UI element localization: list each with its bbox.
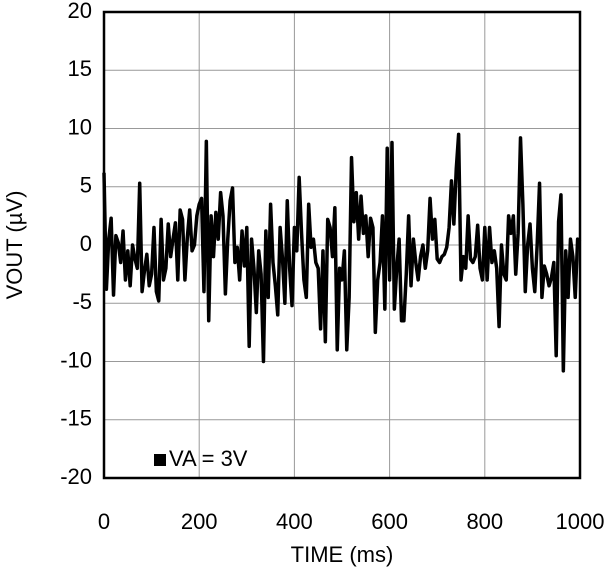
y-tick-label: 10: [68, 114, 92, 139]
y-tick-label: 5: [80, 173, 92, 198]
x-axis-label: TIME (ms): [291, 542, 394, 567]
y-tick-label: 20: [68, 0, 92, 23]
y-axis-label: VOUT (µV): [2, 191, 27, 300]
y-tick-label: 15: [68, 56, 92, 81]
y-tick-label: -5: [72, 289, 92, 314]
x-tick-label: 200: [181, 509, 218, 534]
plot-border: [102, 10, 582, 480]
legend-label: VA = 3V: [169, 446, 248, 471]
y-tick-label: -10: [60, 347, 92, 372]
x-tick-label: 400: [276, 509, 313, 534]
data-line: [102, 132, 582, 373]
y-tick-label: 0: [80, 231, 92, 256]
legend-marker: [154, 454, 166, 466]
x-tick-label: 1000: [556, 509, 605, 534]
x-tick-label: 600: [371, 509, 408, 534]
x-tick-label: 0: [98, 509, 110, 534]
y-tick-label: -15: [60, 406, 92, 431]
y-tick-label: -20: [60, 464, 92, 489]
x-tick-label: 800: [466, 509, 503, 534]
